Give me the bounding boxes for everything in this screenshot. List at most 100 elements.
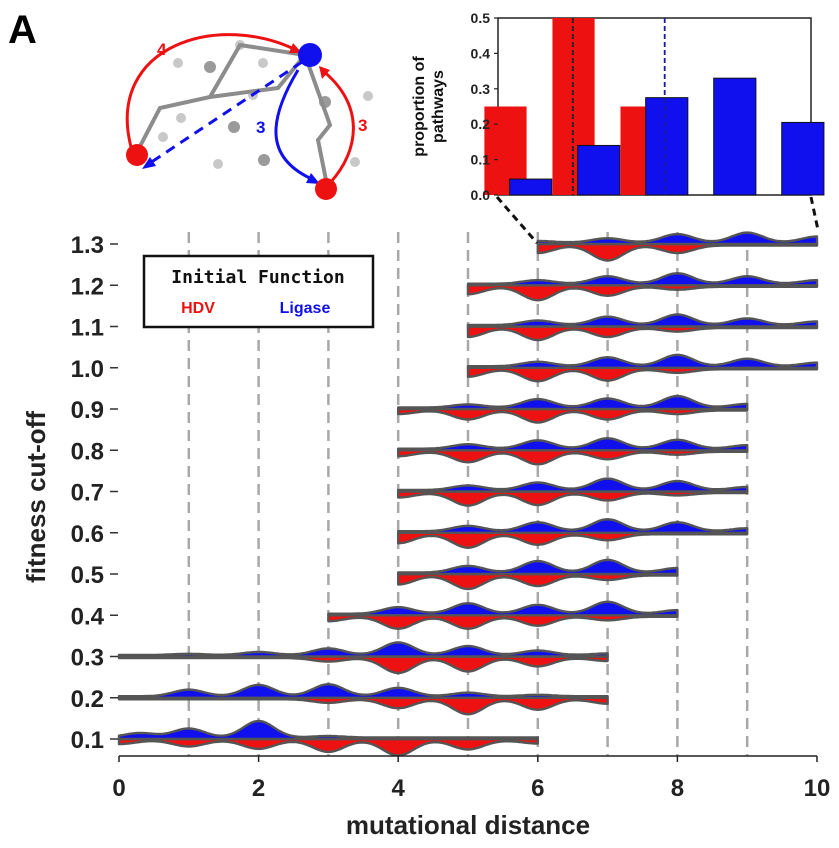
ytick-label: 1.3 — [71, 232, 104, 259]
red-arrowhead-top — [289, 43, 302, 53]
inset-bar-ligase — [645, 97, 689, 196]
violin-ligase-half — [397, 394, 749, 411]
violin-row — [117, 683, 609, 716]
violin-hdv-half — [397, 449, 749, 466]
violin-hdv-half — [466, 284, 819, 302]
violin-row — [117, 719, 539, 757]
legend-title: Initial Function — [171, 267, 344, 288]
ytick-label: 0.7 — [71, 480, 104, 507]
xtick-label: 0 — [112, 775, 125, 802]
violin-row — [397, 518, 749, 549]
violin-ligase-half — [466, 353, 819, 369]
ytick-label: 1.1 — [71, 315, 104, 342]
violin-hdv-half — [536, 242, 819, 262]
ytick-label: 0.4 — [71, 603, 105, 630]
inset-ylabel-line: pathways — [430, 70, 447, 143]
violin-hdv-half — [327, 614, 679, 630]
red-top-count: 4 — [157, 40, 167, 59]
pathway-edges — [135, 42, 333, 187]
zoom-connector-right — [809, 196, 820, 231]
violin-row — [397, 437, 749, 466]
violin-ligase-half — [466, 272, 819, 287]
legend-hdv: HDV — [181, 300, 215, 317]
x-axis-title: mutational distance — [346, 810, 590, 840]
violin-hdv-half — [397, 531, 749, 549]
violin-row — [466, 313, 819, 342]
violin-hdv-half — [466, 366, 819, 383]
main-violin-chart: 1.3 1.2 1.1 1.0 0.9 0.8 0.7 0.6 0.5 0.4 0.3 0.2 0.1 0… — [21, 231, 831, 840]
inset-ytick-label: 0.3 — [471, 81, 491, 97]
violin-ligase-half — [117, 683, 609, 699]
inset-ytick-label: 0.1 — [471, 152, 491, 168]
blue-arrowhead-curve — [306, 173, 320, 184]
violin-ligase-half — [397, 518, 749, 534]
xtick-label: 2 — [252, 775, 265, 802]
violin-ligase-half — [397, 558, 679, 576]
pathway-diagram: 4 3 3 — [125, 33, 373, 200]
inset-bar-ligase — [509, 178, 553, 196]
legend: Initial Function HDV Ligase — [142, 254, 375, 329]
ytick-label: 0.1 — [71, 727, 104, 754]
inset-bar-ligase — [713, 77, 757, 196]
blue-count: 3 — [256, 118, 265, 137]
ytick-label: 0.2 — [71, 686, 104, 713]
inset-ylabel-line: proportion of — [411, 56, 428, 157]
violin-row — [397, 558, 679, 591]
red-arrow-right — [321, 68, 355, 185]
violin-row — [536, 231, 819, 262]
violin-row — [397, 394, 749, 424]
inset-bar-chart: 0.0 0.1 0.2 0.3 0.4 0.5 proportion of pathways — [411, 10, 825, 203]
ytick-label: 0.5 — [71, 562, 104, 589]
xtick-label: 4 — [392, 775, 406, 802]
xtick-label: 8 — [671, 775, 684, 802]
inset-ytick-label: 0.0 — [471, 187, 491, 203]
violin-ligase-half — [397, 477, 749, 493]
zoom-connector-left — [495, 196, 539, 244]
blue-arrowhead-dashed — [142, 157, 156, 169]
legend-box — [142, 254, 375, 329]
ytick-label: 0.6 — [71, 521, 104, 548]
ytick-label: 0.3 — [71, 645, 104, 672]
inset-ytick-label: 0.4 — [471, 45, 491, 61]
inset-ylabel: proportion of pathways — [411, 56, 447, 157]
violin-ligase-half — [466, 313, 819, 328]
inset-ytick-label: 0.5 — [471, 10, 491, 26]
inset-bar-ligase — [577, 144, 621, 196]
hdv-node-left — [126, 144, 148, 166]
violin-hdv-half — [117, 655, 609, 675]
violin-row — [397, 477, 749, 507]
legend-ligase: Ligase — [280, 300, 331, 317]
xtick-label: 6 — [531, 775, 544, 802]
violin-hdv-half — [397, 407, 749, 424]
ytick-label: 0.9 — [71, 397, 104, 424]
panel-letter: A — [8, 8, 37, 52]
ytick-label: 0.8 — [71, 438, 104, 465]
ytick-label: 1.2 — [71, 273, 104, 300]
xtick-label: 10 — [804, 775, 831, 802]
red-arrow-top — [125, 33, 301, 148]
ligase-node — [298, 43, 322, 67]
violin-row — [327, 600, 679, 630]
violin-hdv-half — [117, 696, 609, 716]
inset-ytick-label: 0.2 — [471, 116, 491, 132]
violin-row — [466, 272, 819, 302]
background-nodes — [158, 40, 373, 169]
violin-hdv-half — [397, 572, 679, 591]
violin-ligase-half — [117, 641, 609, 658]
red-arrowhead-right — [319, 66, 330, 79]
hdv-node-right — [315, 178, 337, 200]
violin-hdv-half — [117, 737, 539, 757]
violin-hdv-half — [397, 490, 749, 507]
violin-row — [117, 641, 609, 675]
violin-ligase-half — [327, 600, 679, 617]
violin-ligase-half — [397, 437, 749, 452]
red-right-count: 3 — [358, 116, 367, 135]
inset-bar-ligase — [781, 121, 825, 196]
y-axis-title: fitness cut-off — [21, 411, 51, 583]
violin-ligase-half — [536, 231, 819, 246]
blue-arrow-curve — [274, 69, 315, 182]
violin-hdv-half — [466, 325, 819, 342]
violin-row — [466, 353, 819, 383]
ytick-label: 1.0 — [71, 356, 104, 383]
